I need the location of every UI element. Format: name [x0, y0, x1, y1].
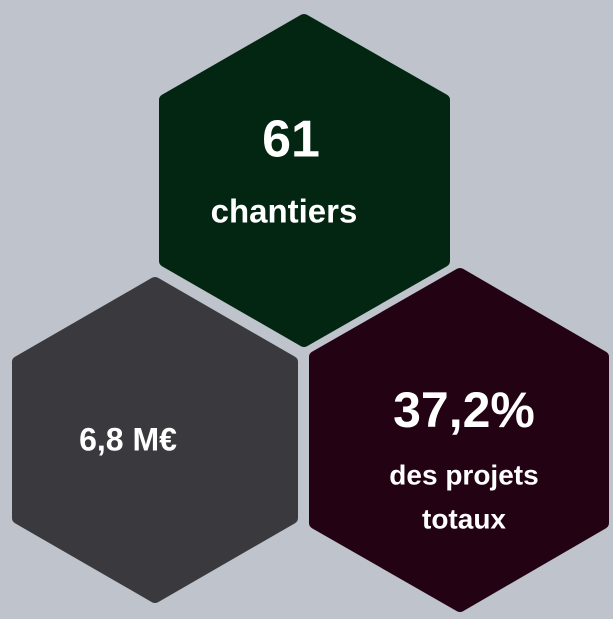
hexagon-purple: [309, 268, 609, 612]
stat-label: des projets: [389, 459, 538, 490]
stat-label: totaux: [422, 503, 506, 534]
stat-value: 6,8 M€: [79, 421, 177, 457]
stat-value: 61: [262, 111, 320, 169]
stat-label: chantiers: [211, 193, 358, 230]
hexagon-green: [159, 14, 450, 347]
hexagon-gray: [12, 277, 298, 603]
stat-value: 37,2%: [393, 382, 535, 438]
